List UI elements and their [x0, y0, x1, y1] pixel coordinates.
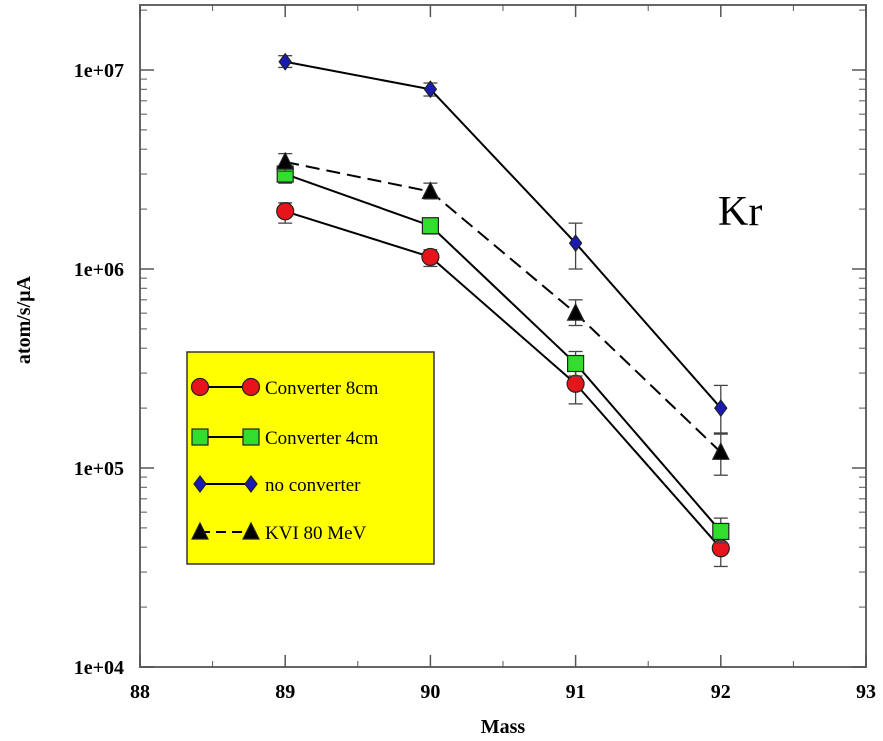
legend-label: no converter [265, 475, 361, 496]
x-tick-label: 93 [856, 681, 876, 703]
legend-marker [190, 377, 210, 397]
legend-entry: Converter 4cm [191, 428, 379, 449]
series-converter-8cm [276, 202, 730, 568]
legend-marker [193, 475, 207, 493]
data-point [276, 151, 295, 170]
legend-marker [244, 475, 258, 493]
legend-label: Converter 4cm [265, 428, 379, 449]
data-point [711, 441, 730, 460]
legend-label: KVI 80 MeV [265, 523, 367, 544]
x-tick-label: 88 [130, 681, 150, 703]
series-kvi-80-mev [276, 151, 730, 476]
legend-marker [242, 521, 260, 540]
data-point [566, 302, 585, 321]
legend-marker [241, 377, 261, 397]
legend-entry: Converter 8cm [190, 377, 379, 399]
axis-ticks [139, 5, 867, 668]
y-axis-label: atom/s/µA [13, 275, 35, 364]
annotation-kr: Kr [718, 189, 762, 235]
x-tick-label: 89 [275, 681, 295, 703]
legend-marker [242, 428, 260, 446]
x-tick-label: 90 [420, 681, 440, 703]
legend: Converter 8cm Converter 4cm no converter KV… [186, 351, 435, 565]
data-point [712, 522, 730, 541]
tick-labels: 88 89 90 91 92 93 1e+04 1e+05 1e+06 1e+07 [74, 60, 876, 703]
series-converter-4cm [276, 165, 730, 544]
data-point [278, 52, 292, 71]
data-point [421, 247, 440, 267]
data-point [421, 217, 439, 235]
legend-entry: no converter [193, 475, 361, 496]
x-tick-label: 91 [566, 681, 586, 703]
series-line [285, 160, 722, 453]
series-no-converter [278, 52, 728, 434]
x-tick-label: 92 [711, 681, 731, 703]
y-tick-label: 1e+04 [74, 657, 124, 679]
legend-label: Converter 8cm [265, 378, 379, 399]
plot-frame [139, 4, 867, 668]
legend-marker [191, 521, 209, 540]
data-point [566, 374, 585, 393]
y-tick-label: 1e+05 [74, 458, 124, 480]
data-point [568, 234, 583, 253]
data-point [423, 80, 438, 99]
x-axis-label: Mass [481, 716, 526, 738]
y-tick-label: 1e+06 [74, 259, 124, 281]
series-line [284, 210, 722, 549]
legend-entry: KVI 80 MeV [191, 521, 367, 544]
data-point [276, 202, 295, 221]
series-line [284, 173, 722, 533]
data-point [566, 354, 585, 373]
series-layer [276, 52, 730, 568]
series-line [285, 60, 722, 409]
data-point [421, 181, 440, 200]
legend-marker [191, 428, 209, 446]
y-tick-label: 1e+07 [74, 60, 124, 82]
data-point [714, 399, 728, 418]
